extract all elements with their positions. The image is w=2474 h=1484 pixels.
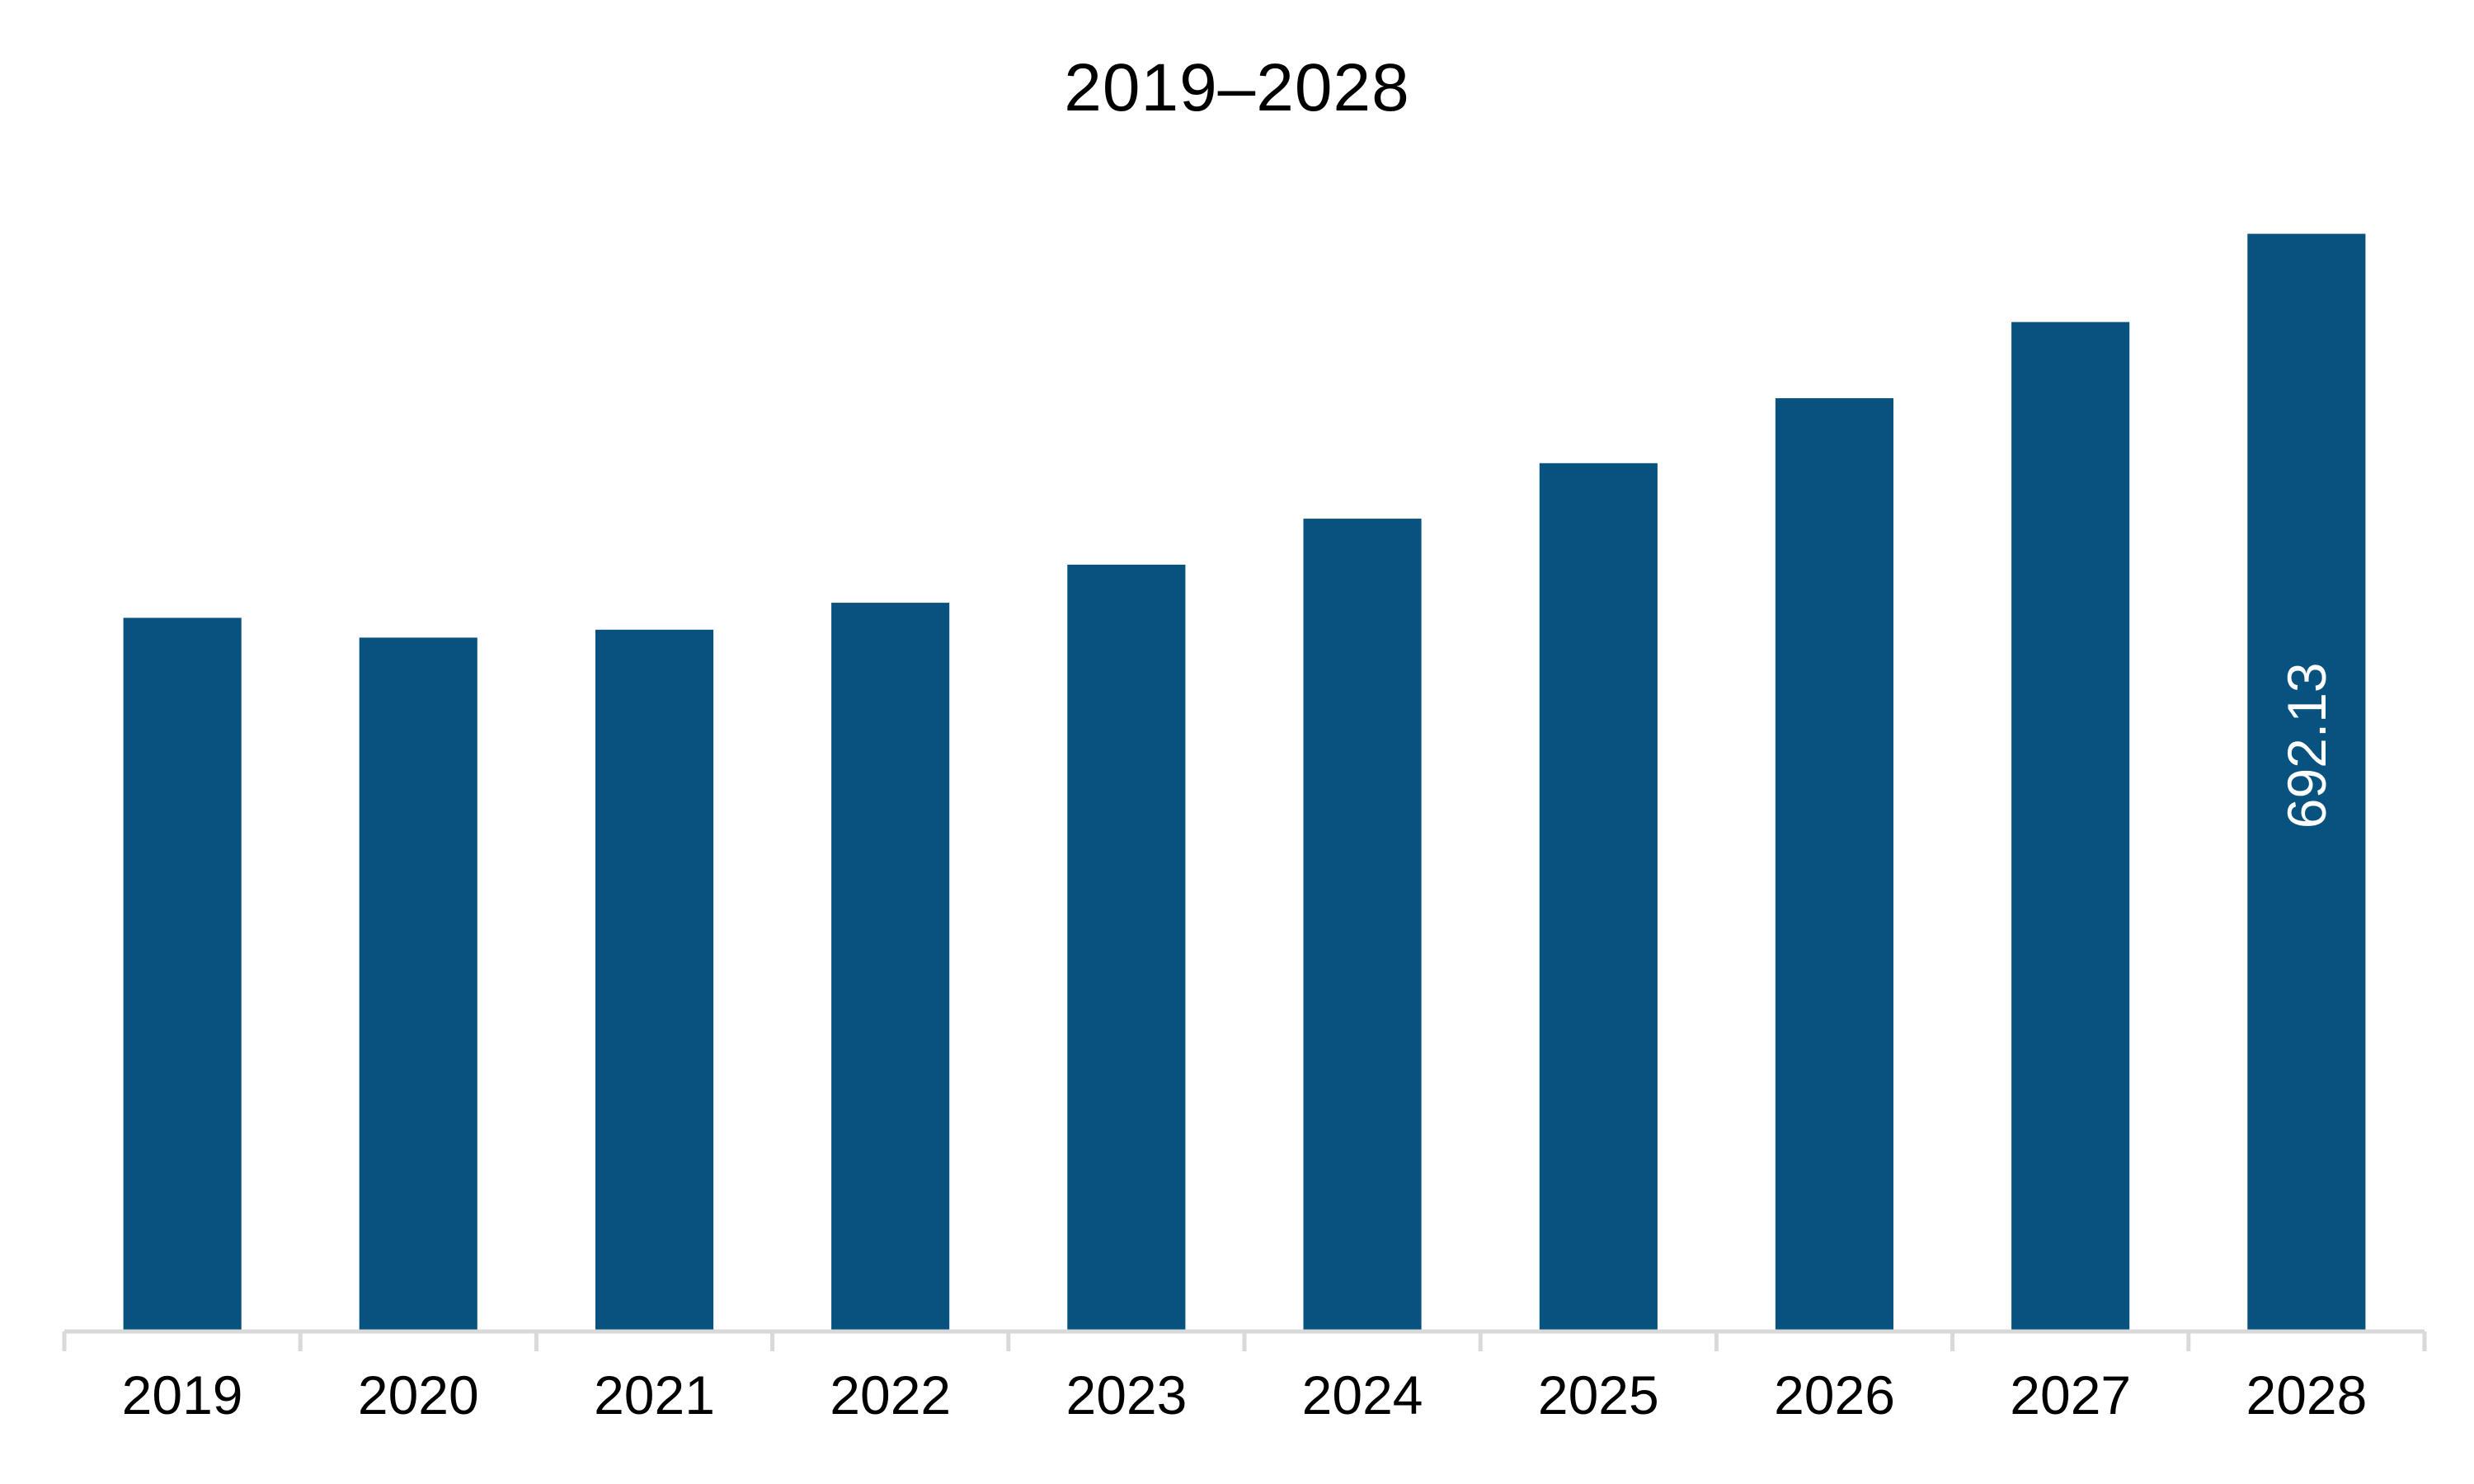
bar-2022 [831, 603, 950, 1331]
x-tick-label-2019: 2019 [122, 1364, 243, 1425]
bars-layer [123, 233, 2366, 1332]
bar-2028 [2247, 233, 2366, 1332]
x-tick-label-2024: 2024 [1302, 1364, 1423, 1425]
tick-labels-layer: 2019 2020 2021 2022 2023 2024 2025 2026 2027 2028 [122, 1364, 2368, 1425]
bar-2020 [359, 637, 477, 1331]
x-tick-label-2023: 2023 [1065, 1364, 1187, 1425]
x-tick-label-2020: 2020 [358, 1364, 479, 1425]
x-tick-label-2026: 2026 [1774, 1364, 1895, 1425]
data-labels-layer: 692.13 [2276, 662, 2337, 829]
bar-2027 [2011, 322, 2130, 1332]
bar-2026 [1775, 398, 1893, 1331]
bar-2025 [1539, 463, 1658, 1331]
x-tick-label-2028: 2028 [2246, 1364, 2367, 1425]
bar-2023 [1067, 564, 1186, 1331]
data-label-2028: 692.13 [2276, 662, 2337, 829]
x-tick-label-2025: 2025 [1538, 1364, 1659, 1425]
x-tick-label-2022: 2022 [830, 1364, 951, 1425]
x-axis [62, 1329, 2427, 1351]
chart-title: 2019–2028 [1064, 50, 1410, 125]
x-tick-label-2027: 2027 [2010, 1364, 2131, 1425]
x-tick-label-2021: 2021 [594, 1364, 715, 1425]
bar-2024 [1303, 519, 1422, 1331]
bar-2021 [595, 629, 714, 1331]
bar-2019 [123, 618, 242, 1331]
